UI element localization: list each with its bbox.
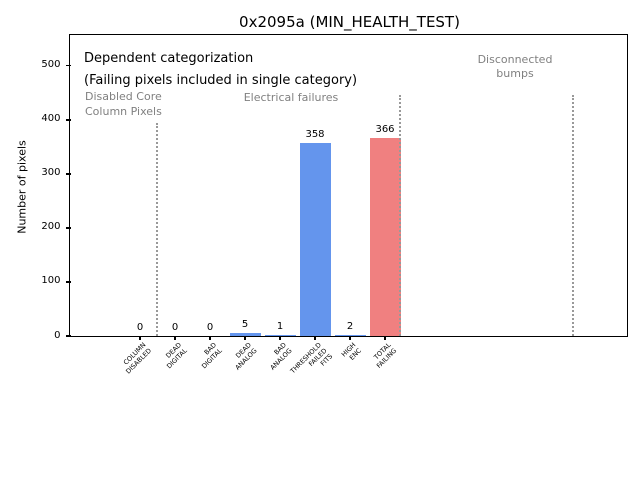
x-tick-label: BAD ANALOG	[268, 341, 294, 372]
y-tick-label: 400	[41, 113, 61, 125]
bar-value-label: 0	[136, 322, 144, 333]
y-tick-mark	[65, 173, 71, 175]
x-tick-mark	[314, 336, 316, 340]
x-tick-label: THRESHOLD FAILED FITS	[288, 341, 334, 376]
y-tick-mark	[65, 335, 71, 337]
bar-value-label: 358	[305, 128, 325, 140]
annotation-disconnected-bumps: Disconnected bumps	[477, 53, 553, 80]
bar-value-label: 0	[171, 322, 179, 333]
y-tick-label: 0	[54, 329, 61, 341]
bar-dead-analog	[229, 333, 261, 336]
x-tick-label: COLUMN DISABLED	[122, 341, 154, 376]
x-tick-mark	[384, 336, 386, 340]
y-tick-mark	[65, 227, 71, 229]
bar-value-label: 366	[375, 124, 395, 136]
bar-value-label: 0	[206, 322, 214, 333]
category-separator-line	[572, 95, 574, 336]
bar-total-failing	[369, 138, 401, 336]
y-tick-mark	[65, 65, 71, 67]
annotation-dependent-categorization: Dependent categorization (Failing pixels…	[84, 51, 358, 88]
bar-value-label: 1	[276, 321, 284, 332]
x-tick-mark	[349, 336, 351, 340]
y-axis-label: Number of pixels	[15, 140, 29, 234]
x-tick-label: HIGH ENC	[340, 341, 364, 362]
x-tick-mark	[209, 336, 211, 340]
x-tick-label: DEAD ANALOG	[233, 341, 259, 372]
x-tick-label: TOTAL FAILING	[372, 341, 399, 370]
y-tick-label: 200	[41, 221, 61, 233]
chart-title: 0x2095a (MIN_HEALTH_TEST)	[239, 13, 460, 31]
x-tick-label: BAD DIGITAL	[199, 341, 224, 371]
y-tick-mark	[65, 119, 71, 121]
y-tick-label: 500	[41, 59, 61, 71]
annotation-disabled-core-column-pixels: Disabled Core Column Pixels	[85, 90, 162, 118]
x-tick-mark	[244, 336, 246, 340]
x-tick-mark	[139, 336, 141, 340]
x-tick-mark	[279, 336, 281, 340]
x-tick-label: DEAD DIGITAL	[163, 341, 189, 371]
y-tick-label: 100	[41, 275, 61, 287]
plot-area	[69, 33, 628, 337]
bar-bad-analog	[264, 335, 296, 336]
category-separator-line	[399, 95, 401, 336]
bar-value-label: 5	[241, 319, 249, 331]
category-separator-line	[156, 123, 158, 336]
y-tick-mark	[65, 281, 71, 283]
bar-high-enc	[334, 334, 366, 336]
y-tick-label: 300	[41, 167, 61, 179]
annotation-electrical-failures: Electrical failures	[243, 91, 339, 104]
bar-threshold-failed-fits	[299, 142, 331, 336]
bar-value-label: 2	[346, 320, 354, 332]
x-tick-mark	[174, 336, 176, 340]
